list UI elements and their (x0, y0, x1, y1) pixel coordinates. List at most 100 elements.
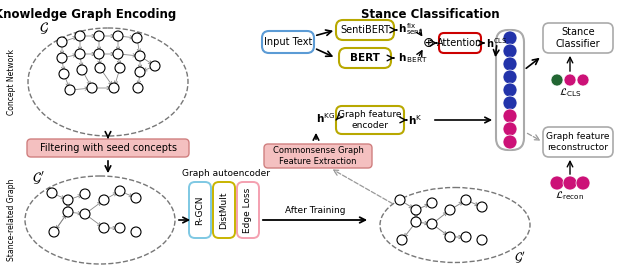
Circle shape (427, 219, 437, 229)
Circle shape (503, 31, 517, 45)
Text: Commonsense Graph
Feature Extraction: Commonsense Graph Feature Extraction (273, 146, 364, 166)
Circle shape (503, 122, 517, 136)
Circle shape (135, 51, 145, 61)
FancyBboxPatch shape (27, 139, 189, 157)
Text: Knowledge Graph Encoding: Knowledge Graph Encoding (0, 8, 176, 21)
Circle shape (427, 198, 437, 208)
Text: $\mathrm{fix}$: $\mathrm{fix}$ (406, 20, 417, 29)
Circle shape (113, 31, 123, 41)
Text: Stance Classification: Stance Classification (361, 8, 499, 21)
Text: $\mathbf{h}$: $\mathbf{h}$ (398, 22, 406, 34)
Circle shape (564, 74, 576, 86)
Circle shape (99, 195, 109, 205)
FancyBboxPatch shape (543, 127, 613, 157)
Circle shape (113, 49, 123, 59)
Circle shape (135, 67, 145, 77)
Text: Concept Network: Concept Network (8, 49, 17, 115)
Text: $\mathcal{G}$: $\mathcal{G}$ (39, 20, 49, 36)
Circle shape (49, 227, 59, 237)
Text: $\mathcal{G}'$: $\mathcal{G}'$ (31, 169, 44, 187)
Circle shape (94, 31, 104, 41)
FancyBboxPatch shape (543, 23, 613, 53)
Text: $\mathcal{L}_{\mathrm{recon}}$: $\mathcal{L}_{\mathrm{recon}}$ (556, 190, 584, 202)
Circle shape (59, 69, 69, 79)
Circle shape (576, 176, 590, 190)
Circle shape (115, 63, 125, 73)
Text: Stance-related Graph: Stance-related Graph (8, 179, 17, 261)
Circle shape (47, 188, 57, 198)
Circle shape (503, 96, 517, 110)
Circle shape (80, 189, 90, 199)
FancyBboxPatch shape (439, 33, 481, 53)
Circle shape (397, 235, 407, 245)
Circle shape (75, 49, 85, 59)
Circle shape (80, 209, 90, 219)
FancyBboxPatch shape (336, 106, 404, 134)
Text: Filtering with seed concepts: Filtering with seed concepts (40, 143, 177, 153)
Text: After Training: After Training (285, 206, 345, 215)
Circle shape (115, 223, 125, 233)
Circle shape (577, 74, 589, 86)
FancyBboxPatch shape (237, 182, 259, 238)
Circle shape (57, 37, 67, 47)
Circle shape (503, 135, 517, 149)
Circle shape (77, 65, 87, 75)
Circle shape (503, 70, 517, 84)
Text: $\mathbf{h}^{\mathrm{KG}}$: $\mathbf{h}^{\mathrm{KG}}$ (316, 111, 335, 125)
Circle shape (395, 195, 405, 205)
Text: Stance
Classifier: Stance Classifier (556, 27, 600, 49)
Text: Graph feature
reconstructor: Graph feature reconstructor (547, 132, 610, 152)
Text: $\mathrm{sent}$: $\mathrm{sent}$ (406, 26, 423, 36)
Circle shape (95, 63, 105, 73)
FancyBboxPatch shape (213, 182, 235, 238)
Circle shape (503, 57, 517, 71)
Circle shape (551, 74, 563, 86)
Circle shape (461, 232, 471, 242)
Circle shape (132, 33, 142, 43)
Circle shape (503, 109, 517, 123)
Text: $\mathbf{h}_{\,\mathrm{BERT}}$: $\mathbf{h}_{\,\mathrm{BERT}}$ (398, 51, 428, 65)
FancyBboxPatch shape (339, 48, 391, 68)
Text: Attention: Attention (437, 38, 483, 48)
Circle shape (411, 205, 421, 215)
Text: $\oplus$: $\oplus$ (422, 36, 434, 50)
Circle shape (75, 31, 85, 41)
Text: Edge Loss: Edge Loss (243, 187, 253, 233)
Circle shape (503, 44, 517, 58)
Circle shape (503, 83, 517, 97)
Text: R-GCN: R-GCN (195, 195, 205, 225)
Circle shape (563, 176, 577, 190)
Circle shape (131, 193, 141, 203)
Circle shape (411, 217, 421, 227)
FancyBboxPatch shape (336, 20, 394, 40)
Circle shape (115, 186, 125, 196)
Circle shape (445, 205, 455, 215)
Text: Graph autoencoder: Graph autoencoder (182, 168, 270, 178)
Text: DistMult: DistMult (220, 191, 228, 229)
Text: Graph feature
encoder: Graph feature encoder (339, 110, 402, 130)
FancyBboxPatch shape (189, 182, 211, 238)
Text: $\mathcal{G}'$: $\mathcal{G}'$ (514, 250, 526, 266)
Circle shape (131, 227, 141, 237)
Circle shape (445, 232, 455, 242)
Circle shape (87, 83, 97, 93)
Text: Input Text: Input Text (264, 37, 312, 47)
Circle shape (63, 207, 73, 217)
Text: SentiBERT: SentiBERT (340, 25, 390, 35)
Circle shape (94, 49, 104, 59)
Text: BERT: BERT (350, 53, 380, 63)
FancyBboxPatch shape (262, 31, 314, 53)
Circle shape (150, 61, 160, 71)
FancyBboxPatch shape (264, 144, 372, 168)
Circle shape (99, 223, 109, 233)
Circle shape (461, 195, 471, 205)
Circle shape (477, 235, 487, 245)
Circle shape (550, 176, 564, 190)
Circle shape (65, 85, 75, 95)
Text: $\mathbf{h}^{\mathrm{K}}$: $\mathbf{h}^{\mathrm{K}}$ (408, 113, 422, 127)
Circle shape (477, 202, 487, 212)
Text: $\mathbf{h}^{\mathrm{CLS}}$: $\mathbf{h}^{\mathrm{CLS}}$ (486, 36, 508, 50)
Circle shape (109, 83, 119, 93)
FancyBboxPatch shape (496, 30, 524, 150)
Circle shape (57, 53, 67, 63)
